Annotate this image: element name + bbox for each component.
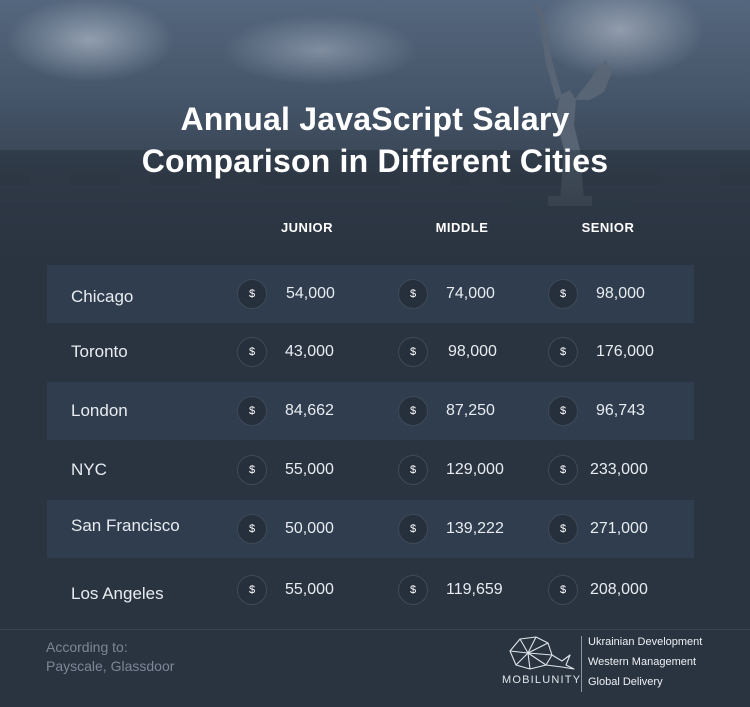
dollar-icon: $ [548, 455, 578, 485]
column-header-junior: JUNIOR [280, 220, 334, 235]
hero-background [0, 0, 750, 255]
dollar-icon: $ [237, 514, 267, 544]
junior-value: 84,662 [285, 402, 334, 419]
table-row: San Francisco $ 50,000 $ 139,222 $ 271,0… [47, 500, 694, 558]
source-names: Payscale, Glassdoor [46, 658, 175, 674]
brand-divider [581, 636, 582, 692]
dollar-icon: $ [398, 279, 428, 309]
whale-logo-icon [502, 633, 582, 695]
senior-value: 98,000 [596, 285, 645, 302]
title-line-1: Annual JavaScript Salary [180, 101, 570, 137]
dollar-icon: $ [398, 455, 428, 485]
junior-value: 55,000 [285, 581, 334, 598]
middle-value: 139,222 [446, 520, 504, 537]
junior-value: 43,000 [285, 343, 334, 360]
chart-title: Annual JavaScript Salary Comparison in D… [0, 98, 750, 182]
column-header-middle: MIDDLE [435, 220, 489, 235]
tagline-1: Ukrainian Development [588, 636, 703, 648]
middle-value: 129,000 [446, 461, 504, 478]
tagline-3: Global Delivery [588, 676, 663, 688]
senior-value: 233,000 [590, 461, 648, 478]
brand-name: MOBILUNITY [502, 674, 582, 686]
column-header-senior: SENIOR [581, 220, 635, 235]
senior-value: 271,000 [590, 520, 648, 537]
table-row: Toronto $ 43,000 $ 98,000 $ 176,000 [47, 323, 694, 381]
skyline-overlay [0, 150, 750, 255]
junior-value: 50,000 [285, 520, 334, 537]
title-line-2: Comparison in Different Cities [141, 143, 609, 179]
senior-value: 208,000 [590, 581, 648, 598]
dollar-icon: $ [398, 514, 428, 544]
city-name: London [71, 401, 128, 420]
dollar-icon: $ [237, 396, 267, 426]
middle-value: 98,000 [448, 343, 497, 360]
dollar-icon: $ [548, 396, 578, 426]
junior-value: 55,000 [285, 461, 334, 478]
middle-value: 87,250 [446, 402, 495, 419]
table-row: Chicago $ 54,000 $ 74,000 $ 98,000 [47, 265, 694, 323]
dollar-icon: $ [548, 575, 578, 605]
city-name: NYC [71, 460, 107, 479]
senior-value: 176,000 [596, 343, 654, 360]
dollar-icon: $ [237, 575, 267, 605]
footer-divider [0, 629, 750, 630]
table-row: London $ 84,662 $ 87,250 $ 96,743 [47, 382, 694, 440]
dollar-icon: $ [548, 279, 578, 309]
dollar-icon: $ [548, 337, 578, 367]
tagline-2: Western Management [588, 656, 697, 668]
dollar-icon: $ [398, 575, 428, 605]
dollar-icon: $ [237, 337, 267, 367]
middle-value: 119,659 [446, 581, 503, 598]
junior-value: 54,000 [286, 285, 335, 302]
source-label: According to: [46, 639, 128, 655]
source-note: According to: Payscale, Glassdoor [46, 638, 174, 676]
dollar-icon: $ [237, 279, 267, 309]
dollar-icon: $ [398, 337, 428, 367]
dollar-icon: $ [548, 514, 578, 544]
table-row: Los Angeles $ 55,000 $ 119,659 $ 208,000 [47, 561, 694, 619]
middle-value: 74,000 [446, 285, 495, 302]
dollar-icon: $ [398, 396, 428, 426]
city-name: Chicago [71, 287, 134, 306]
city-name: Toronto [71, 342, 128, 361]
table-row: NYC $ 55,000 $ 129,000 $ 233,000 [47, 441, 694, 499]
city-name: Los Angeles [71, 584, 164, 603]
dollar-icon: $ [237, 455, 267, 485]
city-name: San Francisco [71, 516, 180, 535]
senior-value: 96,743 [596, 402, 645, 419]
